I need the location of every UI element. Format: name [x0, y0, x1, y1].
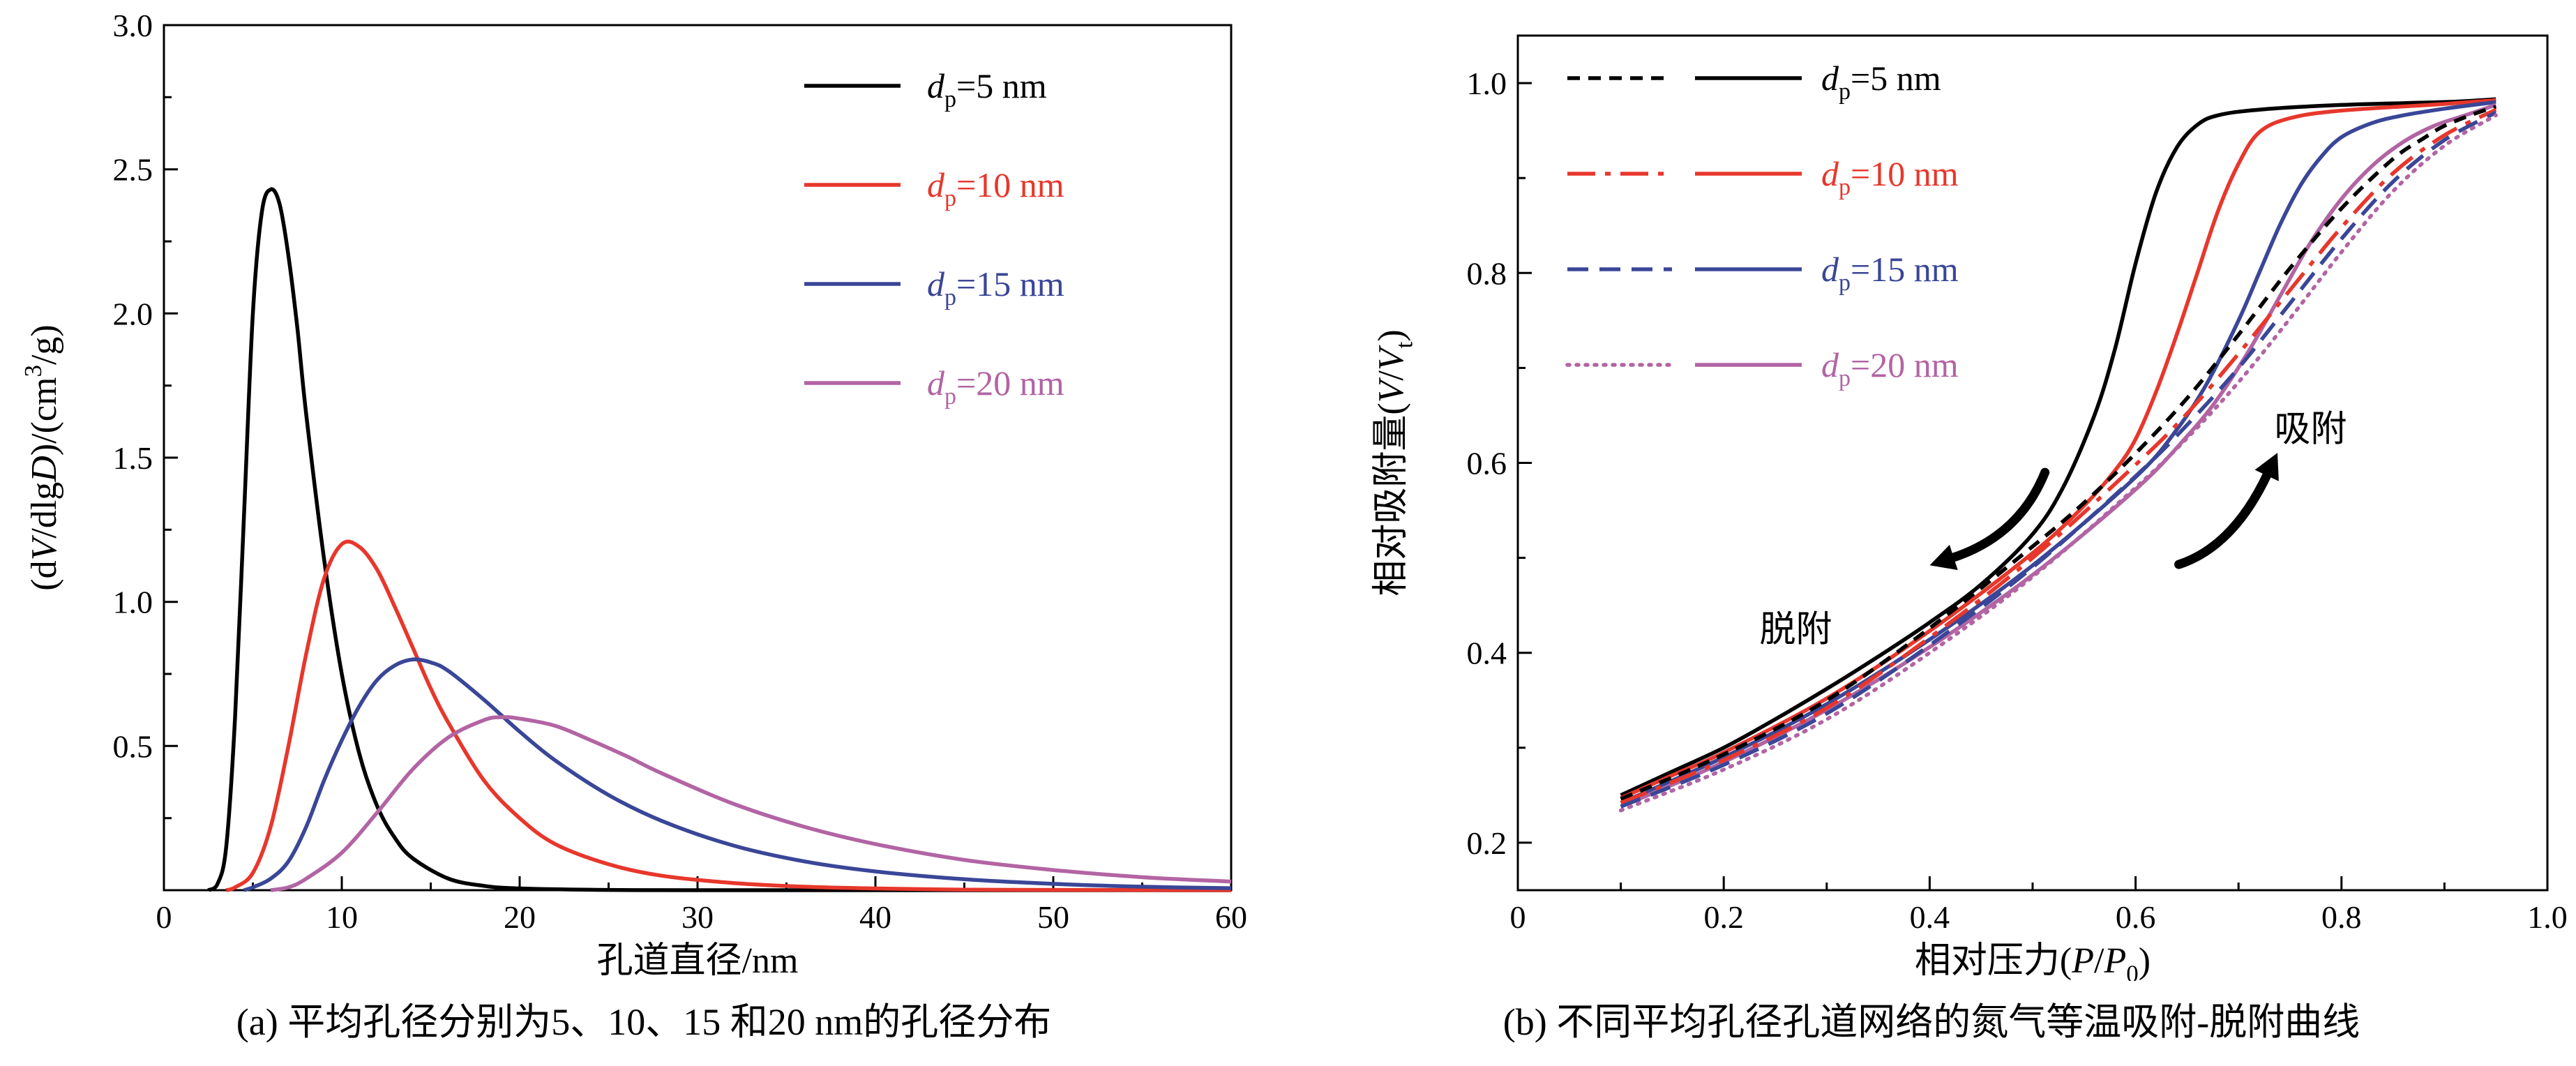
series-lines	[1618, 97, 2498, 813]
series-line-dp5-desorption	[1620, 97, 2496, 797]
y-tick-label: 0.6	[1467, 446, 1507, 481]
x-tick-label: 40	[859, 899, 891, 935]
series-lines	[207, 187, 1232, 892]
figure-panel-b: 0 0.2 0.4 0.6 0.8 1.0 0.2 0.4 0.6 0.8 1.0 相对压力(P/P0…	[1288, 4, 2575, 1046]
legend: dp=5 nm dp=10 nm dp=15 nm dp=20 nm	[804, 66, 1064, 410]
series-line-dp10	[225, 539, 1232, 892]
y-tick-label: 0.8	[1467, 255, 1507, 291]
y-tick-label: 1.0	[1467, 66, 1507, 101]
x-tick-label: 0.6	[2116, 899, 2156, 935]
y-tick-label: 0.5	[113, 728, 153, 764]
desorption-arrow	[1929, 467, 2050, 571]
legend-label-dp20: dp=20 nm	[927, 363, 1064, 410]
x-tick-label: 1.0	[2527, 899, 2568, 935]
plot-frame	[163, 24, 1233, 892]
tick-marks	[163, 24, 1233, 892]
isotherm-chart: 0 0.2 0.4 0.6 0.8 1.0 0.2 0.4 0.6 0.8 1.0 相对压力(P/P0…	[1371, 34, 2568, 981]
y-axis-title: 相对吸附量(V/Vt)	[1371, 329, 1418, 596]
plot-frame	[1516, 34, 2549, 892]
legend-label-dp5: dp=5 nm	[927, 66, 1047, 112]
tick-labels: 0 0.2 0.4 0.6 0.8 1.0 0.2 0.4 0.6 0.8 1.0	[1467, 66, 2568, 935]
series-line-dp10-desorption	[1620, 98, 2496, 800]
series-line-dp20-desorption	[1620, 103, 2497, 809]
x-tick-label: 10	[326, 899, 358, 935]
legend-label: dp=15 nm	[1821, 250, 1959, 296]
x-tick-label: 0.4	[1910, 899, 1950, 935]
series-line-dp15-adsorption	[1620, 110, 2497, 809]
tick-marks	[1516, 82, 2549, 890]
series-line-dp20	[270, 715, 1232, 892]
y-tick-label: 2.0	[113, 296, 153, 331]
legend-label-dp10: dp=10 nm	[927, 165, 1064, 211]
series-line-dp20-adsorption	[1618, 113, 2498, 813]
legend-label: dp=5 nm	[1821, 59, 1941, 105]
y-tick-label: 2.5	[113, 152, 153, 188]
y-tick-label: 1.5	[113, 440, 153, 476]
series-line-dp10-adsorption	[1620, 107, 2497, 805]
legend-label-dp15: dp=15 nm	[927, 264, 1064, 310]
legend-label: dp=20 nm	[1821, 345, 1959, 391]
figure-panel-a: 0 10 20 30 40 50 60 0.5 1.0 1.5 2.0 2.5 3.0 孔道直径/nm (d…	[0, 4, 1288, 1046]
y-tick-label: 3.0	[113, 8, 153, 43]
series-line-dp5	[207, 187, 1231, 892]
caption-b: (b) 不同平均孔径孔道网络的氮气等温吸附-脱附曲线	[1502, 1001, 2360, 1043]
x-axis-title: 相对压力(P/P0)	[1915, 941, 2151, 981]
legend: dp=5 nm dp=10 nm dp=15 nm dp=20 nm	[1565, 59, 1959, 391]
x-tick-label: 50	[1037, 899, 1069, 935]
legend-label: dp=10 nm	[1821, 154, 1959, 200]
x-tick-label: 0.2	[1703, 899, 1744, 935]
caption-a: (a) 平均孔径分别为5、10、15 和20 nm的孔径分布	[236, 1001, 1052, 1043]
x-tick-label: 0	[156, 899, 172, 935]
tick-labels: 0 10 20 30 40 50 60 0.5 1.0 1.5 2.0 2.5 3.0	[113, 8, 1248, 935]
x-tick-label: 20	[504, 899, 536, 935]
series-line-dp15-desorption	[1620, 100, 2496, 805]
x-tick-label: 30	[681, 899, 714, 935]
x-tick-label: 0.8	[2321, 899, 2362, 935]
x-tick-label: 60	[1215, 899, 1247, 935]
series-line-dp5-adsorption	[1620, 105, 2497, 801]
adsorption-label: 吸附	[2274, 410, 2347, 450]
x-tick-label: 0	[1510, 899, 1526, 935]
adsorption-arrow	[2174, 453, 2279, 569]
desorption-label: 脱附	[1759, 610, 1832, 650]
series-line-dp15	[243, 657, 1232, 892]
y-tick-label: 1.0	[113, 585, 153, 620]
y-tick-label: 0.4	[1467, 636, 1507, 671]
pore-size-distribution-chart: 0 10 20 30 40 50 60 0.5 1.0 1.5 2.0 2.5 3.0 孔道直径/nm (d…	[20, 8, 1248, 981]
x-axis-title: 孔道直径/nm	[597, 941, 799, 981]
y-axis-title: (dV/dlgD)/(cm3/g)	[20, 324, 64, 590]
y-tick-label: 0.2	[1467, 825, 1507, 861]
